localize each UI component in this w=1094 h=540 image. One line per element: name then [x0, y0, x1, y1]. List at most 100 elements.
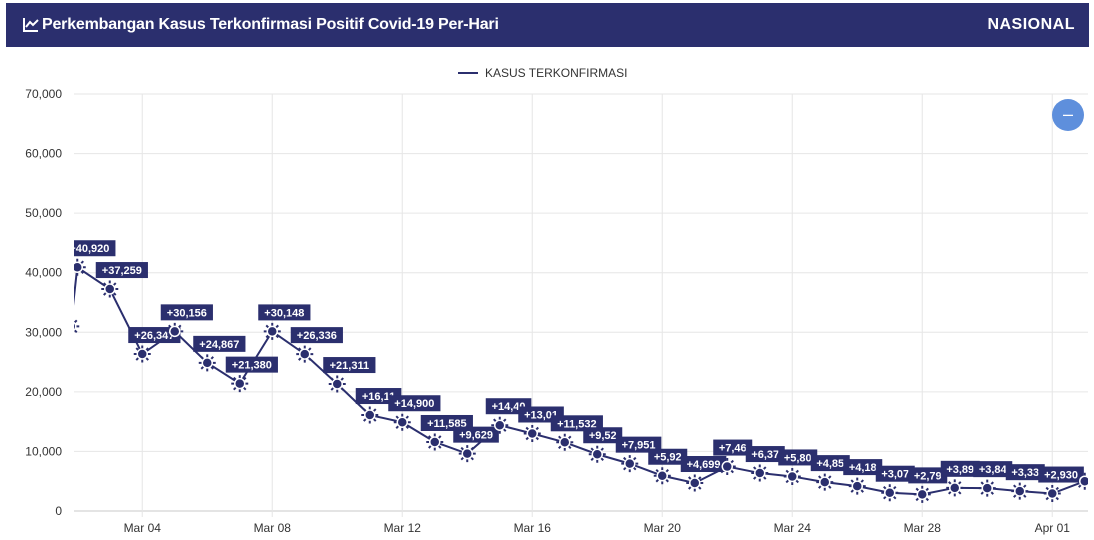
data-point[interactable] [266, 325, 278, 338]
data-point[interactable] [884, 486, 896, 499]
virus-spikes [393, 413, 411, 431]
virus-icon [588, 445, 606, 463]
data-label: +6,37 [751, 449, 779, 461]
data-label-box [290, 327, 343, 344]
virus-icon [1011, 482, 1029, 500]
data-point[interactable] [201, 357, 213, 369]
virus-icon [361, 406, 379, 424]
virus-icon [848, 477, 866, 495]
data-point[interactable] [754, 467, 766, 479]
data-point[interactable] [136, 348, 148, 360]
data-label-box [648, 448, 688, 465]
virus-spikes [133, 345, 151, 363]
data-point[interactable] [786, 470, 798, 483]
virus-icon [621, 455, 639, 473]
series-line [74, 265, 1086, 496]
data-point[interactable] [851, 480, 863, 492]
data-point[interactable] [104, 283, 116, 295]
data-point[interactable] [819, 476, 831, 488]
header-title-group: Perkembangan Kasus Terkonfirmasi Positif… [22, 16, 499, 34]
x-tick-label: Mar 04 [124, 521, 162, 535]
virus-spikes [1076, 472, 1088, 490]
virus-spikes [816, 473, 834, 491]
data-point[interactable] [299, 348, 311, 360]
minus-icon: – [1062, 104, 1073, 124]
virus-icon [881, 484, 899, 502]
virus-spikes [653, 467, 671, 485]
chart-legend[interactable]: KASUS TERKONFIRMASI [458, 66, 627, 80]
data-label-box [745, 446, 785, 463]
data-label: +4,85 [816, 458, 844, 470]
data-label: +4,18 [849, 462, 877, 474]
virus-spikes [74, 258, 86, 276]
data-label: +3,07 [881, 469, 909, 481]
y-tick-label: 60,000 [25, 147, 62, 161]
data-label: +9,629 [459, 430, 493, 442]
data-label: +3,84 [979, 464, 1008, 476]
data-label: +16,11 [362, 391, 395, 403]
data-point[interactable] [429, 436, 441, 448]
data-point[interactable] [66, 321, 77, 332]
data-label: +30,148 [264, 307, 304, 319]
virus-spikes [621, 455, 639, 473]
data-label-box [940, 460, 980, 477]
data-point[interactable] [1079, 475, 1090, 487]
data-label-box [680, 456, 727, 473]
data-point[interactable] [981, 482, 993, 494]
data-point[interactable] [1046, 487, 1058, 500]
data-point[interactable] [721, 460, 733, 473]
virus-icon [653, 467, 671, 485]
data-point[interactable] [331, 378, 343, 390]
data-point[interactable] [72, 261, 83, 273]
data-label-box [1038, 466, 1084, 483]
virus-icon [1076, 472, 1090, 490]
virus-icon [328, 375, 346, 393]
virus-icon [913, 485, 931, 503]
data-point[interactable] [559, 436, 571, 449]
data-point[interactable] [624, 457, 636, 470]
data-point[interactable] [656, 469, 668, 482]
virus-spikes [198, 354, 216, 372]
legend-swatch [458, 72, 478, 74]
data-label-box [74, 240, 116, 257]
data-point[interactable] [396, 416, 408, 428]
data-point[interactable] [234, 377, 246, 390]
zoom-reset-button[interactable]: – [1052, 99, 1084, 131]
region-label: NASIONAL [987, 16, 1075, 33]
data-label: +2,79 [914, 470, 942, 482]
data-point[interactable] [494, 419, 506, 431]
data-point[interactable] [169, 325, 181, 338]
data-label: +3,89 [946, 464, 974, 476]
y-tick-label: 20,000 [25, 385, 62, 399]
data-label-box [225, 356, 278, 373]
data-point[interactable] [591, 448, 603, 460]
data-label-box [258, 304, 311, 321]
y-tick-label: 10,000 [25, 444, 62, 458]
data-label: +26,347 [134, 330, 174, 342]
x-tick-label: Mar 24 [774, 521, 812, 535]
data-label: +40,920 [69, 243, 109, 255]
data-label: +7,46 [719, 443, 747, 455]
x-tick-label: Mar 28 [904, 521, 942, 535]
virus-spikes [913, 485, 931, 503]
data-point[interactable] [526, 427, 538, 440]
y-tick-label: 40,000 [25, 266, 62, 280]
data-point[interactable] [916, 488, 928, 501]
data-point[interactable] [364, 409, 376, 421]
virus-icon [978, 479, 996, 497]
virus-icon [1043, 485, 1061, 503]
data-label-box [160, 304, 213, 321]
virus-spikes [751, 464, 769, 482]
chart-title: Perkembangan Kasus Terkonfirmasi Positif… [42, 16, 499, 33]
data-point[interactable] [949, 482, 961, 494]
virus-spikes [166, 322, 184, 340]
data-point[interactable] [1014, 485, 1026, 497]
data-point[interactable] [689, 477, 701, 489]
y-tick-label: 50,000 [25, 206, 62, 220]
data-label: +21,311 [330, 360, 369, 372]
data-label: +3,33 [1011, 467, 1039, 479]
virus-spikes [978, 479, 996, 497]
virus-icon [686, 474, 704, 492]
data-point[interactable] [461, 447, 473, 460]
